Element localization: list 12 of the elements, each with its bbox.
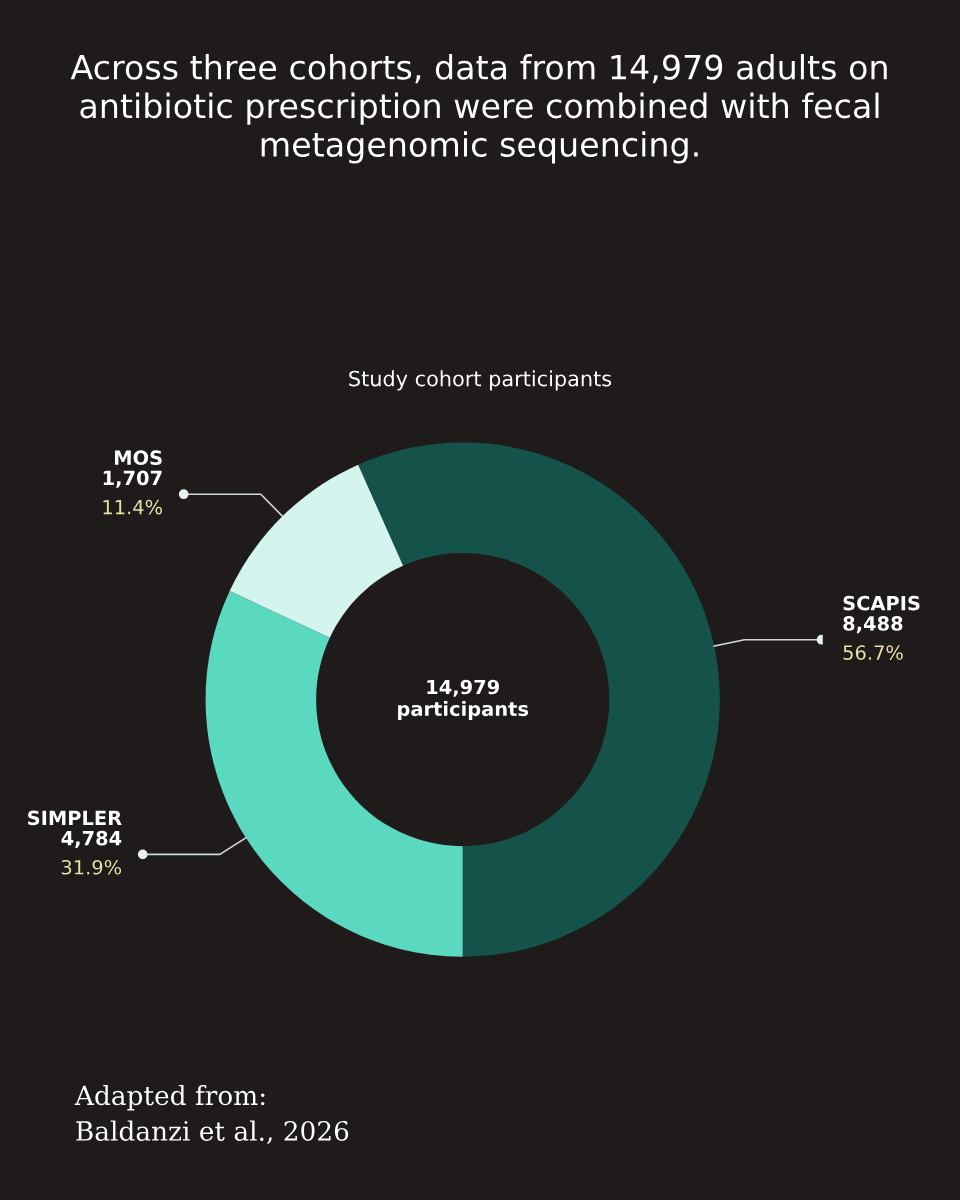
- slice-label: SIMPLER: [28, 810, 122, 826]
- donut-slice: [229, 464, 404, 638]
- text: Adapted from: Baldanzi et al., 2026: [74, 1084, 349, 1145]
- chart-subtitle: Study cohort participants: [349, 370, 612, 391]
- slice-label: SCAPIS: [843, 595, 920, 611]
- data-label: 4,784 31.9%: [61, 830, 122, 875]
- slice-label: MOS: [115, 450, 162, 466]
- data-label: 8,488 56.7%: [843, 616, 903, 660]
- donut-slice: [358, 442, 720, 957]
- chart-title: Across three cohorts, data from 14,979 adults on antibiotic prescription were combined with fecal metagenomic sequencing.: [70, 54, 887, 164]
- data-label: 1,707 11.4%: [103, 470, 163, 515]
- text: 14,979 participants: [398, 679, 529, 720]
